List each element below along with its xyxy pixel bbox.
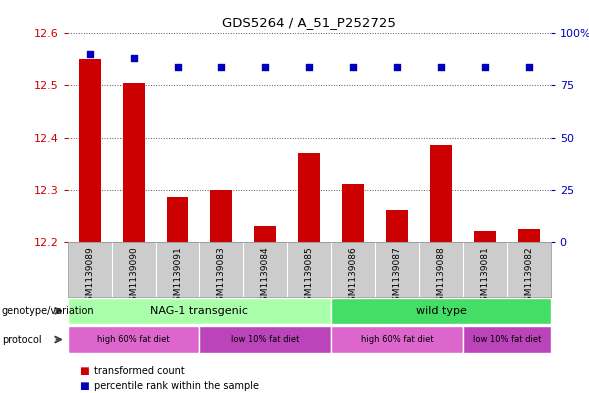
Point (85, 51, 94, 57)
Text: ■: ■ (80, 366, 90, 376)
Text: protocol: protocol (2, 334, 41, 345)
Point (349, 64, 358, 70)
Point (129, 55, 138, 62)
Text: transformed count: transformed count (94, 366, 185, 376)
Bar (68, 298, 331, 324)
Bar (254, 226, 276, 242)
Bar (123, 83, 144, 242)
Bar (68, 326, 200, 353)
Point (217, 64, 226, 70)
Bar (298, 153, 320, 242)
Point (524, 64, 534, 70)
Text: GSM1139081: GSM1139081 (481, 246, 489, 307)
Point (305, 64, 314, 70)
Point (260, 64, 270, 70)
Text: GSM1139087: GSM1139087 (392, 246, 402, 307)
Bar (463, 326, 551, 353)
Text: NAG-1 transgenic: NAG-1 transgenic (150, 306, 249, 316)
Point (173, 64, 182, 70)
Text: GSM1139086: GSM1139086 (349, 246, 358, 307)
Text: high 60% fat diet: high 60% fat diet (360, 335, 434, 344)
Text: GSM1139083: GSM1139083 (217, 246, 226, 307)
Text: GSM1139091: GSM1139091 (173, 246, 182, 307)
Point (392, 64, 402, 70)
Bar (200, 326, 331, 353)
Bar (342, 184, 364, 242)
Bar (474, 231, 496, 242)
Text: GSM1139088: GSM1139088 (436, 246, 445, 307)
Text: ■: ■ (80, 381, 90, 391)
Bar (430, 145, 452, 242)
Bar (167, 197, 188, 242)
Text: GSM1139082: GSM1139082 (524, 246, 533, 307)
Text: percentile rank within the sample: percentile rank within the sample (94, 381, 259, 391)
Text: GSM1139084: GSM1139084 (261, 246, 270, 307)
Text: GSM1139089: GSM1139089 (85, 246, 94, 307)
Bar (79, 59, 101, 242)
Point (436, 64, 446, 70)
Text: GSM1139090: GSM1139090 (129, 246, 138, 307)
Bar (210, 189, 233, 242)
Bar (331, 326, 463, 353)
Bar (386, 210, 408, 242)
Text: genotype/variation: genotype/variation (2, 306, 94, 316)
Text: high 60% fat diet: high 60% fat diet (97, 335, 170, 344)
Text: low 10% fat diet: low 10% fat diet (472, 335, 541, 344)
Text: GSM1139085: GSM1139085 (305, 246, 314, 307)
Point (480, 64, 489, 70)
Text: wild type: wild type (415, 306, 466, 316)
Bar (331, 298, 551, 324)
Bar (518, 229, 540, 242)
Text: low 10% fat diet: low 10% fat diet (231, 335, 299, 344)
Title: GDS5264 / A_51_P252725: GDS5264 / A_51_P252725 (222, 17, 396, 29)
